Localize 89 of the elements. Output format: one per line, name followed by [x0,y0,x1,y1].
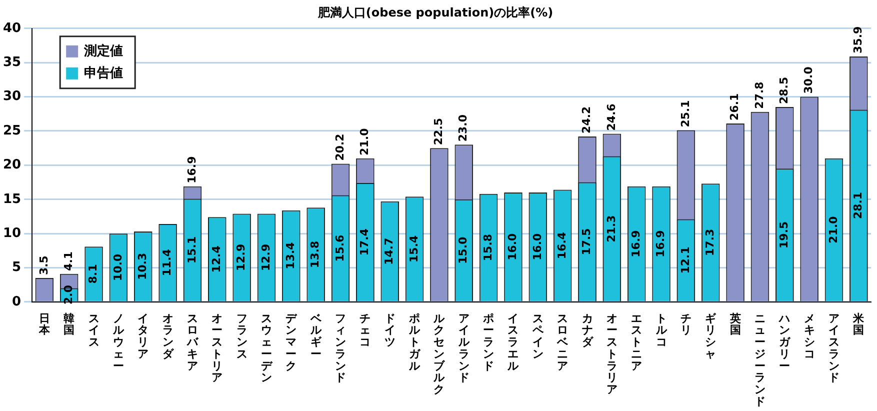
data-label: 15.6 [333,234,346,262]
x-tick-label: オーストラリア [606,312,618,396]
x-tick-label: イタリア [138,312,149,360]
y-tick-label: 35 [2,54,22,70]
x-tick-label: スイス [88,312,100,349]
y-tick-label: 20 [2,158,22,173]
data-label: 28.5 [778,76,790,104]
data-label: 35.9 [852,26,865,54]
x-tick-label: スロバキア [186,312,199,372]
data-label: 21.3 [604,215,618,242]
data-label: 10.0 [111,253,124,281]
data-label: 30.0 [802,66,816,94]
data-label: 23.0 [456,114,470,142]
data-label: 21.0 [826,216,840,244]
x-tick-label: 米国 [852,312,866,337]
data-label: 24.2 [580,106,594,134]
data-label: 12.4 [210,245,224,273]
data-label: 12.9 [234,244,248,272]
data-label: 15.0 [456,236,470,264]
y-tick-label: 40 [2,20,22,36]
data-label: 17.3 [703,228,716,256]
data-label: 14.7 [382,238,396,265]
data-label: 4.1 [62,251,75,271]
x-tick-label: ニュージーランド [754,312,766,408]
data-label: 3.5 [37,256,50,276]
x-tick-label: ポルトガル [408,312,422,372]
y-tick-label: 15 [2,192,22,207]
x-tick-label: オランダ [162,312,174,360]
y-tick-label: 10 [2,226,22,241]
x-tick-label: エストニア [631,312,642,372]
data-label: 10.3 [136,252,149,280]
data-label: 16.0 [506,232,520,260]
data-label: 15.1 [185,236,198,264]
x-tick-label: チリ [680,312,692,337]
data-label: 13.4 [284,242,298,270]
x-tick-label: トルコ [654,312,668,349]
x-tick-label: ルクセンブルク [432,312,446,396]
x-tick-label: 日本 [38,312,51,337]
data-label: 13.8 [308,240,322,268]
x-tick-label: デンマーク [286,312,298,372]
y-tick-label: 25 [2,123,22,138]
x-tick-label: アイスランド [828,312,840,384]
x-tick-label: スロベニア [556,312,570,372]
data-label: 19.5 [778,221,790,248]
data-label: 17.5 [580,228,594,256]
x-tick-label: 韓国 [64,312,75,337]
data-label: 27.8 [752,82,766,109]
x-tick-label: ハンガリー [778,312,792,372]
data-label: 17.4 [358,228,372,256]
x-tick-label: アイルランド [457,312,470,384]
x-tick-label: オーストリア [212,312,223,384]
data-label: 11.4 [160,248,174,276]
chart-title: 肥満人口(obese population)の比率(%) [316,5,554,20]
x-tick-label: フィンランド [335,312,346,384]
x-tick-label: チェコ [360,312,371,349]
y-tick-label: 0 [12,294,22,310]
data-label: 26.1 [728,93,742,120]
y-tick-label: 5 [12,260,22,276]
data-label: 15.4 [407,235,420,262]
x-tick-label: スペイン [531,312,544,360]
x-tick-label: ポーランド [482,312,494,372]
x-tick-label: メキシコ [804,312,815,360]
data-label: 8.1 [86,264,100,284]
data-label: 12.9 [259,244,272,272]
data-label: 16.0 [530,232,544,260]
y-tick-label: 30 [2,89,22,104]
data-label: 16.9 [629,230,642,258]
data-label: 16.4 [555,232,568,260]
data-label: 21.0 [358,128,372,156]
data-label: 16.9 [654,230,668,258]
x-tick-label: スウェーデン [260,312,273,384]
x-tick-label: フランス [236,312,248,360]
data-label: 12.1 [678,246,692,274]
data-label: 28.1 [852,192,865,220]
data-label: 15.8 [481,234,494,262]
x-tick-label: ノルウェー [112,312,125,372]
x-tick-label: 英国 [728,312,741,337]
x-tick-label: イスラエル [506,312,520,372]
x-tick-label: ベルギー [309,312,322,360]
data-label: 16.9 [185,156,198,184]
data-label: 20.2 [333,134,346,161]
x-tick-label: カナダ [582,312,594,349]
x-tick-label: ギリシャ [705,312,718,360]
legend-label: 申告値 [84,64,124,81]
data-label: 25.1 [678,100,692,128]
data-label: 22.5 [432,118,446,146]
x-tick-label: ドイツ [384,312,396,349]
data-label: 24.6 [604,103,618,131]
legend-label: 測定値 [83,42,124,59]
